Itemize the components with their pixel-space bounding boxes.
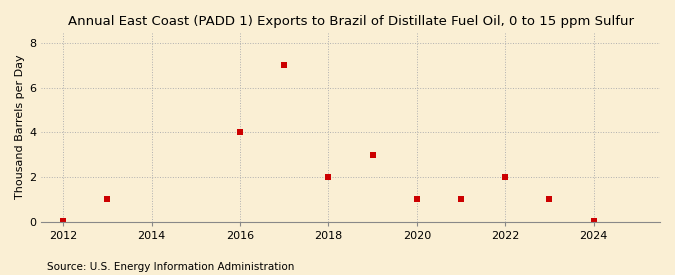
Text: Source: U.S. Energy Information Administration: Source: U.S. Energy Information Administ… — [47, 262, 294, 272]
Y-axis label: Thousand Barrels per Day: Thousand Barrels per Day — [15, 54, 25, 199]
Title: Annual East Coast (PADD 1) Exports to Brazil of Distillate Fuel Oil, 0 to 15 ppm: Annual East Coast (PADD 1) Exports to Br… — [68, 15, 634, 28]
